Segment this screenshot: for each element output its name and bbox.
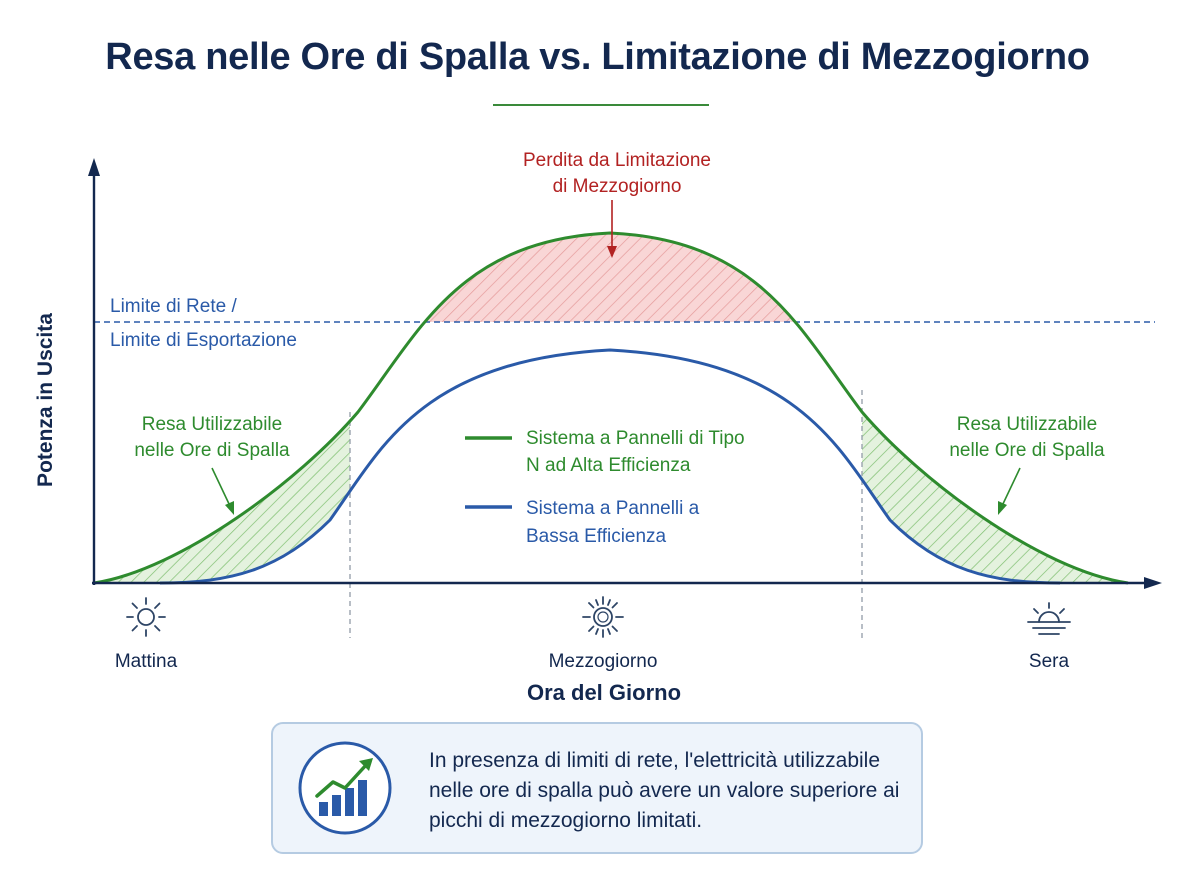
x-axis-label: Ora del Giorno [527,680,681,705]
sunset-icon [1027,602,1071,635]
legend-label-low-line2: Bassa Efficienza [526,526,667,547]
y-axis-arrow [88,158,100,176]
y-axis-label: Potenza in Uscita [34,313,57,487]
x-tick-evening: Sera [1029,651,1070,672]
shoulder-label-left-line1: Resa Utilizzabile [142,414,282,435]
shoulder-arrow-left [211,467,231,507]
high-efficiency-curve [93,231,1129,585]
shoulder-arrowhead-left [225,501,234,515]
legend-label-low-line1: Sistema a Pannelli a [526,498,700,519]
shoulder-label-right-line2: nelle Ore di Spalla [949,440,1105,461]
shoulder-yield-area-left [94,421,350,583]
sun-icon [126,597,166,637]
shoulder-arrow-right [1001,467,1021,507]
shoulder-label-left-line2: nelle Ore di Spalla [134,440,290,461]
clipping-loss-area [424,233,796,322]
right-shoulder-mask [862,479,1060,584]
low-efficiency-curve [159,348,1061,585]
page-title: Resa nelle Ore di Spalla vs. Limitazione… [105,36,1090,78]
grid-limit-label-line2: Limite di Esportazione [110,330,297,351]
callout-text: In presenza di limiti di rete, l'elettri… [429,749,900,832]
title-underline [493,104,709,106]
clipping-loss-arrowhead [607,246,617,258]
x-axis-arrow [1144,577,1162,589]
legend-label-high-line1: Sistema a Pannelli di Tipo [526,428,745,449]
shoulder-label-right-line1: Resa Utilizzabile [957,414,1097,435]
growth-chart-icon [298,741,392,835]
shoulder-arrowhead-right [998,501,1007,515]
legend-label-high-line2: N ad Alta Efficienza [526,455,691,476]
clipping-loss-label-line2: di Mezzogiorno [553,176,682,197]
x-tick-noon: Mezzogiorno [549,651,658,672]
shoulder-yield-area-right [862,412,1128,583]
insight-callout: In presenza di limiti di rete, l'elettri… [271,722,923,854]
clipping-loss-label-line1: Perdita da Limitazione [523,150,711,171]
x-tick-morning: Mattina [115,651,178,672]
grid-limit-label-line1: Limite di Rete / [110,296,237,317]
sun-bright-icon [582,596,624,638]
left-shoulder-mask [160,490,350,584]
